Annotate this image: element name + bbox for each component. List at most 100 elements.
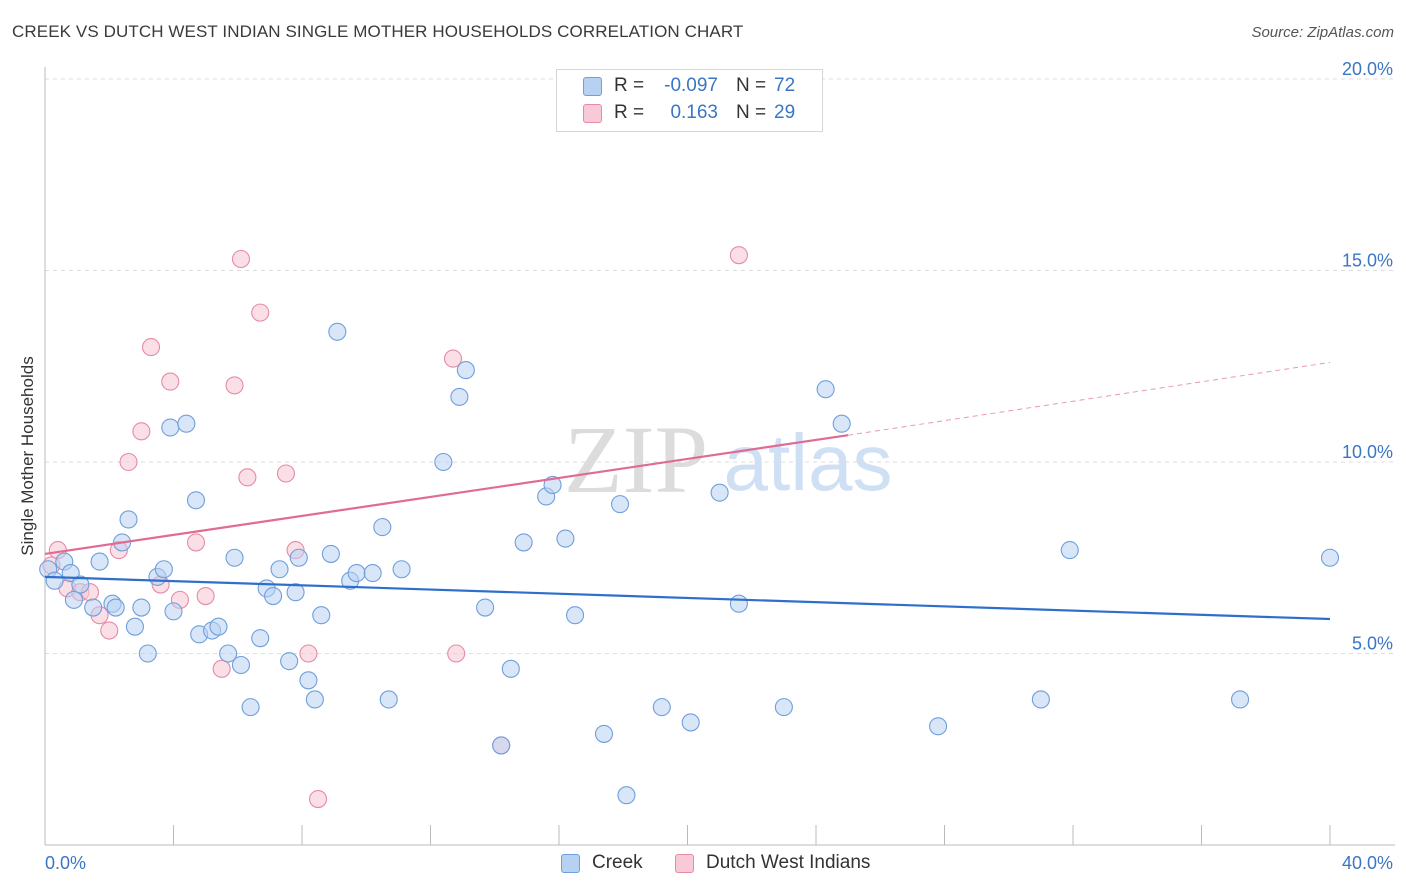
grid-lines bbox=[45, 78, 1395, 654]
creek-point bbox=[492, 736, 511, 755]
creek-swatch bbox=[583, 76, 602, 96]
creek-point bbox=[379, 690, 398, 709]
series-legend: Creek Dutch West Indians bbox=[0, 852, 1406, 876]
creek-point bbox=[328, 322, 347, 341]
creek-swatch bbox=[561, 853, 580, 873]
r-value: 0.163 bbox=[670, 102, 718, 123]
y-tick-label: 20.0% bbox=[1342, 59, 1393, 79]
creek-point bbox=[231, 655, 251, 675]
creek-point bbox=[929, 717, 948, 736]
dutch-points bbox=[42, 246, 748, 809]
r-value: -0.097 bbox=[664, 75, 718, 96]
dutch-trend-line bbox=[44, 434, 849, 556]
axes bbox=[44, 67, 1395, 846]
creek-point bbox=[264, 586, 283, 606]
y-tick-label: 10.0% bbox=[1342, 442, 1393, 462]
creek-point bbox=[154, 560, 173, 579]
r-label: R = bbox=[614, 102, 645, 123]
creek-point bbox=[161, 418, 180, 437]
creek-point bbox=[450, 387, 469, 406]
dutch-point bbox=[299, 644, 318, 663]
creek-point bbox=[392, 560, 411, 579]
creek-point bbox=[132, 598, 151, 617]
creek-point bbox=[312, 606, 331, 625]
creek-point bbox=[1231, 690, 1250, 709]
x-tick-label: 0.0% bbox=[45, 853, 86, 873]
creek-point bbox=[286, 583, 305, 602]
stats-row-dutch: R = 0.163 N = 29 bbox=[583, 102, 795, 124]
legend-item-dutch[interactable]: Dutch West Indians bbox=[675, 852, 870, 874]
creek-point bbox=[138, 644, 157, 663]
stats-legend: R = -0.097 N = 72 R = 0.163 N = 29 bbox=[556, 69, 823, 132]
creek-point bbox=[71, 575, 90, 594]
creek-point bbox=[652, 698, 671, 717]
y-axis-label: Single Mother Households bbox=[18, 356, 37, 556]
creek-point bbox=[373, 518, 392, 537]
dutch-point bbox=[443, 349, 463, 368]
dutch-swatch bbox=[675, 853, 694, 873]
source-label: Source: ZipAtlas.com bbox=[1251, 24, 1394, 41]
r-label: R = bbox=[614, 75, 645, 96]
creek-point bbox=[1320, 548, 1340, 567]
creek-point bbox=[556, 529, 575, 548]
creek-trend-line bbox=[44, 575, 1331, 621]
creek-point bbox=[1060, 541, 1079, 560]
creek-point bbox=[219, 644, 238, 663]
dutch-point bbox=[309, 789, 328, 809]
creek-point bbox=[363, 564, 382, 583]
dutch-swatch bbox=[583, 103, 602, 123]
creek-point bbox=[106, 598, 125, 617]
legend-label-creek: Creek bbox=[592, 852, 643, 873]
creek-point bbox=[299, 671, 318, 690]
creek-point bbox=[1031, 690, 1050, 709]
creek-point bbox=[347, 564, 366, 583]
trend-lines bbox=[44, 361, 1331, 621]
creek-point bbox=[305, 690, 324, 709]
creek-point bbox=[177, 414, 196, 433]
creek-point bbox=[186, 491, 206, 510]
creek-point bbox=[225, 548, 244, 567]
dutch-point bbox=[729, 246, 748, 265]
dutch-point bbox=[238, 468, 257, 487]
tick-labels: 5.0% 10.0% 15.0% 20.0% 0.0% 40.0% bbox=[45, 59, 1393, 873]
creek-point bbox=[164, 602, 183, 621]
creek-point bbox=[434, 452, 453, 472]
creek-point bbox=[476, 598, 495, 617]
creek-point bbox=[617, 786, 636, 805]
dutch-point bbox=[447, 644, 466, 663]
dutch-trend-extension bbox=[848, 361, 1331, 436]
n-value: 72 bbox=[774, 75, 796, 96]
creek-point bbox=[501, 659, 520, 678]
dutch-point bbox=[132, 422, 151, 441]
creek-point bbox=[832, 414, 851, 433]
legend-item-creek[interactable]: Creek bbox=[561, 852, 643, 874]
creek-point bbox=[456, 361, 475, 380]
dutch-point bbox=[231, 249, 251, 269]
watermark-atlas: atlas bbox=[724, 418, 893, 507]
creek-point bbox=[280, 652, 299, 671]
creek-point bbox=[566, 606, 585, 625]
creek-point bbox=[64, 590, 83, 609]
dutch-point bbox=[119, 452, 138, 472]
creek-point bbox=[543, 475, 562, 495]
dutch-point bbox=[186, 533, 206, 552]
creek-point bbox=[45, 571, 64, 590]
stats-row-creek: R = -0.097 N = 72 bbox=[583, 75, 795, 97]
creek-point bbox=[119, 510, 138, 529]
creek-point bbox=[289, 548, 308, 567]
creek-point bbox=[84, 598, 103, 617]
dutch-point bbox=[251, 303, 270, 322]
creek-point bbox=[610, 495, 630, 514]
dutch-point bbox=[212, 659, 231, 678]
creek-point bbox=[681, 713, 700, 732]
creek-point bbox=[729, 594, 748, 613]
chart-title: CREEK VS DUTCH WEST INDIAN SINGLE MOTHER… bbox=[12, 22, 744, 41]
creek-point bbox=[774, 698, 793, 717]
creek-point bbox=[241, 698, 260, 717]
n-value: 29 bbox=[774, 102, 796, 123]
creek-point bbox=[251, 629, 270, 648]
creek-point bbox=[125, 617, 144, 636]
watermark: ZIP atlas bbox=[564, 406, 892, 513]
creek-point bbox=[816, 380, 835, 399]
